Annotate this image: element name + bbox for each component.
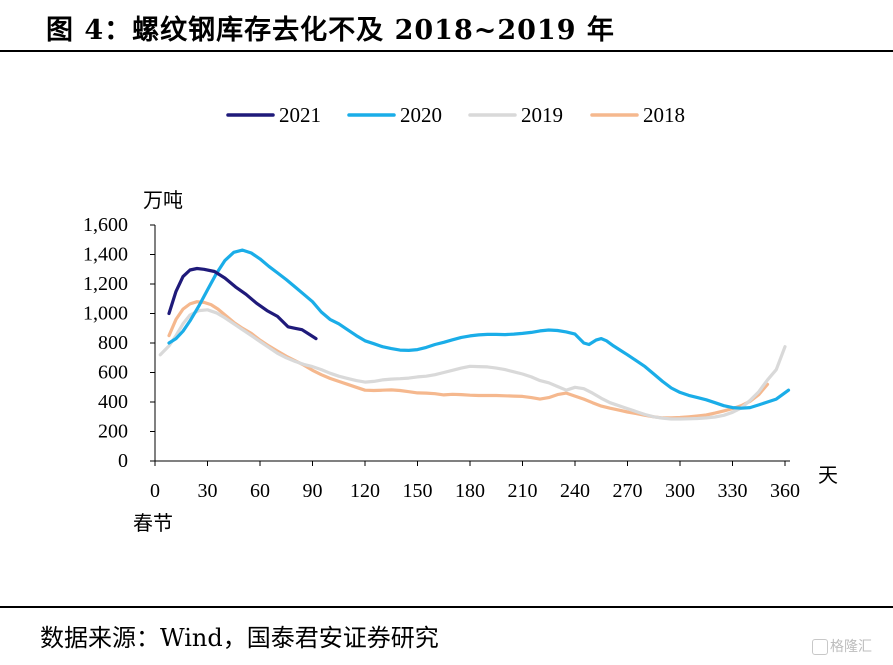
series-line-2018 (167, 300, 770, 420)
y-tick-label: 200 (98, 421, 128, 443)
line-chart: 2021 2020 2019 2018 万吨 02004006008001,0001,… (83, 103, 838, 535)
legend-label-2018: 2018 (643, 103, 685, 127)
x-tick-label: 180 (455, 480, 485, 502)
top-rule (0, 50, 893, 52)
x-tick-label: 30 (198, 480, 218, 502)
source-note: 数据来源：Wind，国泰君安证券研究 (40, 624, 439, 652)
x-axis-unit-label: 天 (818, 465, 838, 487)
x-tick-label: 240 (560, 480, 590, 502)
x-tick-label: 270 (613, 480, 643, 502)
figure-title: 图 4：螺纹钢库存去化不及 2018~2019 年 (46, 15, 615, 46)
y-tick-label: 600 (98, 362, 128, 384)
series-line-2019 (158, 308, 787, 421)
x-tick-label: 90 (303, 480, 323, 502)
x-tick-label: 150 (403, 480, 433, 502)
y-axis-unit-label: 万吨 (143, 189, 183, 212)
legend-label-2020: 2020 (400, 103, 442, 127)
x-tick-label: 0 (150, 480, 160, 502)
legend-label-2021: 2021 (279, 103, 321, 127)
watermark: 格隆汇 (812, 636, 872, 656)
y-axis: 0 200 400 600 800 1,000 1,200 1,400 1,600 (83, 214, 156, 472)
bottom-rule (0, 606, 893, 608)
y-tick-label: 800 (98, 332, 128, 354)
watermark-text: 格隆汇 (830, 639, 872, 655)
series-line-2021 (167, 266, 318, 341)
x-tick-label: 360 (770, 480, 800, 502)
y-tick-label: 1,200 (83, 273, 128, 295)
y-tick-label: 1,600 (83, 214, 128, 236)
x-tick-label: 210 (508, 480, 538, 502)
y-tick-label: 0 (118, 450, 128, 472)
x-tick-label: 60 (250, 480, 270, 502)
y-tick-label: 1,400 (83, 244, 128, 266)
y-tick-label: 1,000 (83, 303, 128, 325)
x-origin-label: 春节 (133, 512, 173, 535)
x-axis: 0 30 60 90 120 150 180 210 240 270 300 330 360 (150, 460, 800, 502)
chart-legend: 2021 2020 2019 2018 (226, 103, 685, 127)
plot-area (158, 248, 791, 421)
series-line-2020 (167, 248, 791, 410)
x-tick-label: 330 (718, 480, 748, 502)
legend-label-2019: 2019 (521, 103, 563, 127)
x-tick-label: 300 (665, 480, 695, 502)
y-tick-label: 400 (98, 391, 128, 413)
x-tick-label: 120 (350, 480, 380, 502)
watermark-logo-icon (812, 639, 828, 655)
